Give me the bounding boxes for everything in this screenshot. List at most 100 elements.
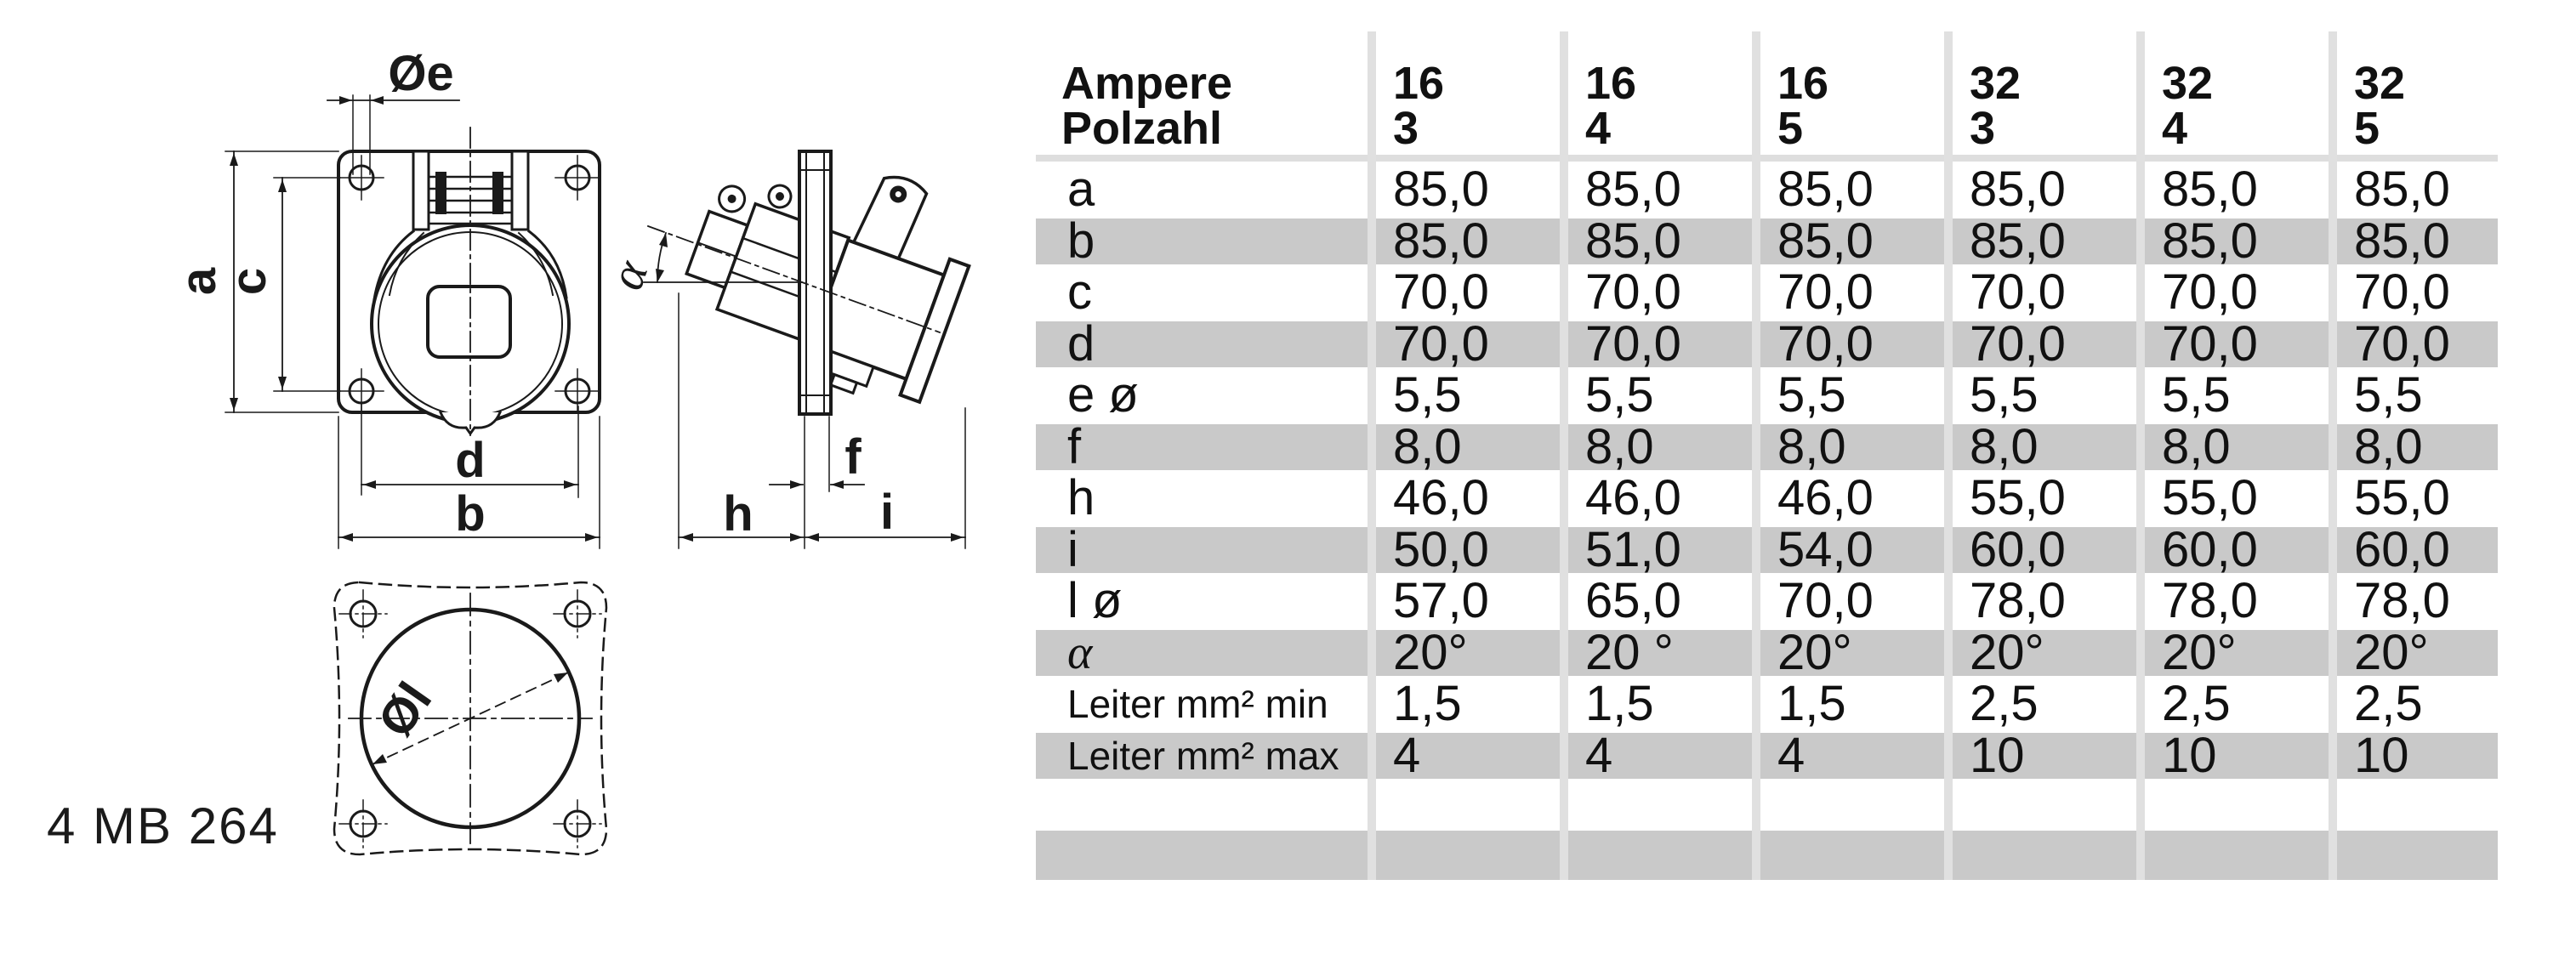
side-view: α f h i	[598, 150, 971, 549]
label-h: h	[723, 486, 753, 542]
row-label: e ø	[1067, 367, 1139, 423]
table-cell: 60,0	[2162, 521, 2258, 577]
dim-h-i	[678, 292, 966, 549]
table-cell: 2,5	[1970, 676, 2039, 731]
table-cell: 70,0	[1585, 264, 1681, 320]
table-cell: 8,0	[2162, 418, 2231, 474]
table-cell: 85,0	[1585, 213, 1681, 269]
cutout-view: Øl	[333, 581, 608, 856]
table-cell: 8,0	[1393, 418, 1462, 474]
row-label: h	[1067, 470, 1095, 525]
screw-holes	[338, 155, 600, 414]
table-cell: 57,0	[1393, 573, 1489, 628]
table-cell: 20°	[2354, 624, 2429, 680]
table-cell: 46,0	[1777, 470, 1874, 525]
table-cell: 20°	[1393, 624, 1468, 680]
front-view: Øe a c d b	[171, 46, 601, 549]
table-cell: 70,0	[1393, 315, 1489, 372]
table-cell: 5,5	[1585, 367, 1654, 423]
table-cell: 70,0	[2354, 315, 2450, 372]
label-f: f	[844, 429, 862, 485]
table-cell: 85,0	[2354, 213, 2450, 269]
lid-arc	[517, 231, 554, 297]
row-label: l ø	[1067, 573, 1123, 628]
table-cell: 60,0	[2354, 521, 2450, 577]
row-label: i	[1067, 521, 1078, 577]
table-cell: 78,0	[2354, 573, 2450, 628]
table-row: Leiter mm² min 1,5 1,5 1,5 2,5 2,5 2,5	[1036, 676, 2498, 731]
table-cell: 78,0	[2162, 573, 2258, 628]
table-cell: 55,0	[2354, 470, 2450, 525]
table-row: e ø 5,5 5,5 5,5 5,5 5,5 5,5	[1036, 367, 2498, 423]
column-separator	[1944, 31, 1953, 880]
table-cell: 46,0	[1585, 470, 1681, 525]
row-label: b	[1067, 213, 1095, 269]
table-cell: 10	[2354, 727, 2409, 783]
plate-outline-dashed	[333, 581, 608, 856]
dim-f	[769, 416, 865, 492]
bottom-empty-band	[1036, 831, 2498, 880]
table-cell: 70,0	[2162, 315, 2258, 372]
label-dia-e: Øe	[388, 46, 453, 101]
table-cell: 54,0	[1777, 521, 1874, 577]
label-b: b	[455, 486, 485, 542]
table-cell: 1,5	[1393, 676, 1462, 731]
table-header-polzahl: Polzahl	[1061, 103, 1223, 154]
table-cell: 10	[2162, 727, 2217, 783]
table-cell: 4	[1393, 727, 1421, 783]
technical-drawing: Øe a c d b	[47, 46, 971, 856]
column-separator	[1560, 31, 1568, 880]
table-cell: 70,0	[1393, 264, 1489, 320]
table-row: c 70,0 70,0 70,0 70,0 70,0 70,0	[1036, 264, 2498, 320]
table-cell: 70,0	[1777, 573, 1874, 628]
column-header: 32 3	[1970, 58, 2022, 154]
socket-rim	[898, 257, 971, 405]
table-cell: 85,0	[1777, 213, 1874, 269]
lid-arc	[372, 229, 416, 301]
row-label: d	[1067, 315, 1095, 372]
table-row: b 85,0 85,0 85,0 85,0 85,0 85,0	[1036, 213, 2498, 269]
table-cell: 1,5	[1777, 676, 1846, 731]
table-cell: 70,0	[1585, 315, 1681, 372]
column-header: 32 4	[2162, 58, 2214, 154]
table-cell: 55,0	[1970, 470, 2066, 525]
dim-alpha	[656, 231, 668, 283]
lid-arc	[388, 231, 425, 297]
table-cell: 4	[1777, 727, 1805, 783]
row-label: c	[1067, 264, 1092, 320]
table-cell: 70,0	[2162, 264, 2258, 320]
table-cell: 65,0	[1585, 573, 1681, 628]
table-row: f 8,0 8,0 8,0 8,0 8,0 8,0	[1036, 418, 2498, 474]
dim-c	[273, 177, 341, 392]
table-cell: 20°	[1777, 624, 1852, 680]
table-cell: 2,5	[2354, 676, 2423, 731]
table-cell: 10	[1970, 727, 2025, 783]
dim-dia-l	[371, 671, 570, 766]
table-cell: 5,5	[1777, 367, 1846, 423]
table-cell: 5,5	[1970, 367, 2039, 423]
table-cell: 85,0	[1777, 162, 1874, 217]
label-a: a	[171, 267, 226, 295]
column-separator	[1368, 31, 1376, 880]
table-cell: 51,0	[1585, 521, 1681, 577]
lid-arc	[526, 229, 568, 299]
table-cell: 78,0	[1970, 573, 2066, 628]
hinge-tower	[851, 175, 929, 261]
table-cell: 8,0	[1585, 418, 1654, 474]
angled-socket-body	[685, 175, 971, 405]
column-separator	[2329, 31, 2337, 880]
dim-e	[327, 94, 460, 175]
dim-d	[361, 403, 579, 498]
table-cell: 4	[1585, 727, 1613, 783]
label-d: d	[455, 433, 485, 488]
table-cell: 50,0	[1393, 521, 1489, 577]
table-cell: 70,0	[1970, 315, 2066, 372]
table-cell: 2,5	[2162, 676, 2231, 731]
row-label: Leiter mm² min	[1067, 682, 1328, 726]
table-header-ampere: Ampere	[1061, 58, 1233, 109]
part-code: 4 MB 264	[47, 797, 279, 854]
table-cell: 8,0	[1777, 418, 1846, 474]
table-cell: 8,0	[2354, 418, 2423, 474]
table-cell: 55,0	[2162, 470, 2258, 525]
